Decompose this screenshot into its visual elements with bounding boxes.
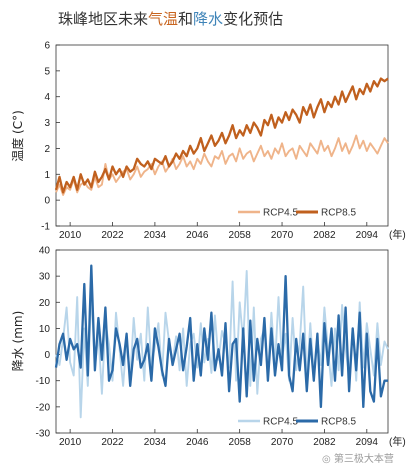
prec-xtick-label: 2058 [229, 437, 252, 448]
prec-yaxis-label: 降水 (mm) [11, 311, 25, 372]
title-middle: 和 [178, 10, 194, 28]
watermark-icon: ◎ [322, 454, 334, 465]
prec-series-rcp45-line [55, 269, 389, 419]
temp-series-rcp85-line [54, 77, 389, 194]
prec-ytick-label: 10 [39, 324, 51, 335]
prec-xtick-label: 2034 [144, 437, 167, 448]
prec-ytick-label: 40 [39, 246, 51, 257]
prec-ytick-label: -10 [36, 376, 51, 387]
prec-xtick-label: 2046 [186, 437, 209, 448]
temp-ytick-label: 4 [44, 92, 50, 103]
temp-xtick-label: 2058 [229, 230, 252, 241]
prec-xtick-label: 2094 [356, 437, 379, 448]
prec-ytick-label: -20 [36, 402, 51, 413]
prec-series-rcp85-line [54, 264, 388, 409]
temp-xaxis-unit: (年) [389, 228, 406, 241]
temp-plot-frame [55, 44, 389, 227]
prec-xtick-label: 2010 [59, 437, 82, 448]
title-precipitation-word: 降水 [193, 10, 224, 28]
temp-xtick-label: 2070 [271, 230, 294, 241]
temp-ytick-label: 1 [44, 170, 50, 181]
temp-ytick-label: 2 [44, 144, 50, 155]
temp-ytick-label: 6 [44, 41, 50, 52]
prec-ytick-label: 0 [44, 350, 50, 361]
prec-ytick-label: 30 [39, 272, 51, 283]
prec-legend-label: RCP8.5 [321, 417, 356, 428]
title-suffix: 变化预估 [223, 10, 284, 28]
temp-ytick-label: 0 [44, 196, 50, 207]
temp-ytick-label: -1 [41, 222, 50, 233]
temp-ytick-label: 3 [44, 118, 50, 129]
title-temperature-word: 气温 [148, 10, 179, 28]
temp-series-rcp45-line [55, 134, 389, 196]
temp-ytick-label: 5 [44, 66, 50, 77]
temp-xtick-label: 2094 [356, 230, 379, 241]
prec-ytick-label: 20 [39, 298, 51, 309]
prec-xtick-label: 2022 [101, 437, 124, 448]
prec-xtick-label: 2070 [271, 437, 294, 448]
temp-yaxis-label: 温度 (C°) [10, 110, 25, 162]
temperature-chart: -1 0 1 2 3 4 5 6 2010 2022 2034 2046 2058 2070 2082 209… [10, 41, 406, 242]
prec-plot-frame [55, 249, 389, 434]
prec-legend-label: RCP4.5 [263, 417, 298, 428]
prec-xaxis-unit: (年) [389, 435, 406, 448]
temp-xtick-label: 2034 [144, 230, 167, 241]
watermark-text: 第三极大本营 [333, 454, 394, 465]
temp-xtick-label: 2082 [313, 230, 336, 241]
temp-legend-label: RCP4.5 [263, 208, 298, 219]
temp-legend-label: RCP8.5 [321, 208, 356, 219]
prec-xtick-label: 2082 [313, 437, 336, 448]
precipitation-chart: -30 -20 -10 0 10 20 30 40 2010 2022 2034 2046 2058 20… [11, 246, 406, 449]
temp-xtick-label: 2010 [59, 230, 82, 241]
page-title: 珠峰地区未来气温和降水变化预估 [58, 8, 283, 29]
temp-xtick-label: 2046 [186, 230, 209, 241]
watermark: ◎ 第三极大本营 [322, 450, 394, 465]
prec-ytick-label: -30 [36, 429, 51, 440]
title-prefix: 珠峰地区未来 [58, 10, 149, 28]
temp-xtick-label: 2022 [101, 230, 124, 241]
